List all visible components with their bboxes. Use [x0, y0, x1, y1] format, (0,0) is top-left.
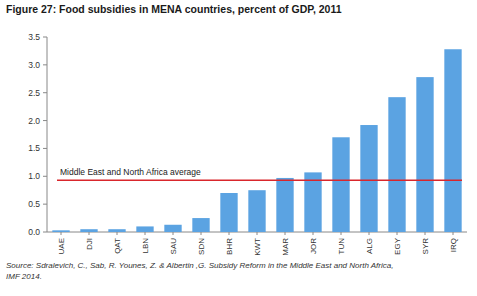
bar	[332, 137, 349, 232]
x-tick-label: MAR	[281, 238, 290, 256]
bar	[304, 172, 321, 232]
bar	[164, 225, 181, 232]
x-tick	[229, 232, 230, 235]
x-tick-label: IRQ	[449, 238, 458, 252]
x-tick-label: QAT	[113, 238, 122, 254]
bar	[444, 49, 461, 232]
bar	[388, 97, 405, 232]
y-tick	[43, 64, 47, 65]
y-tick-label: 3.0	[28, 60, 40, 70]
y-tick	[43, 92, 47, 93]
x-tick-label: JOR	[309, 238, 318, 254]
y-tick	[43, 204, 47, 205]
average-group	[57, 180, 462, 181]
source: Source: Sdralevich, C., Sab, R. Younes, …	[6, 261, 393, 270]
y-tick-label: 1.5	[28, 143, 40, 153]
y-tick-label: 2.5	[28, 88, 40, 98]
y-tick	[43, 232, 47, 233]
title: Figure 27: Food subsidies in MENA countr…	[6, 3, 342, 15]
bar	[220, 193, 237, 232]
bar	[136, 226, 153, 232]
x-tick-label: EGY	[393, 237, 402, 255]
x-tick-label: KWT	[253, 238, 262, 256]
y-axis	[47, 37, 48, 232]
x-tick	[145, 232, 146, 235]
x-tick	[61, 232, 62, 235]
bars	[52, 49, 461, 232]
x-tick	[257, 232, 258, 235]
x-tick	[117, 232, 118, 235]
x-tick	[313, 232, 314, 235]
bar	[80, 229, 97, 232]
y-tick-label: 0.5	[28, 199, 40, 209]
bar	[416, 77, 433, 232]
x-tick-label: ALG	[365, 238, 374, 254]
x-tick	[397, 232, 398, 235]
average-line	[57, 179, 462, 181]
bar	[108, 229, 125, 232]
x-tick	[453, 232, 454, 235]
x-tick-label: UAE	[57, 238, 66, 254]
average-label: Middle East and North Africa average	[60, 167, 201, 177]
x-tick	[369, 232, 370, 235]
x-tick	[173, 232, 174, 235]
x-tick-label: SYR	[421, 238, 430, 255]
x-tick-label: DJI	[85, 238, 94, 250]
x-tick-label: LBN	[141, 238, 150, 254]
bar	[192, 218, 209, 232]
bar	[276, 178, 293, 232]
x-tick-label: SAU	[169, 238, 178, 255]
y-tick-label: 3.5	[28, 32, 40, 42]
y-tick	[43, 120, 47, 121]
x-tick	[285, 232, 286, 235]
y-tick-label: 0.0	[28, 227, 40, 237]
x-tick	[425, 232, 426, 235]
x-tick-label: BHR	[225, 238, 234, 255]
chart: Figure 27: Food subsidies in MENA countr…	[0, 0, 477, 296]
x-tick	[89, 232, 90, 235]
x-tick-label: SDN	[197, 238, 206, 255]
x-tick	[201, 232, 202, 235]
bar	[248, 190, 265, 232]
y-tick	[43, 148, 47, 149]
source: IMF 2014.	[6, 272, 42, 281]
y-tick	[43, 37, 47, 38]
x-tick-label: TUN	[337, 238, 346, 255]
y-tick-label: 1.0	[28, 171, 40, 181]
y-tick	[43, 176, 47, 177]
x-tick	[341, 232, 342, 235]
y-tick-label: 2.0	[28, 116, 40, 126]
bar	[360, 125, 377, 232]
bar	[52, 230, 69, 232]
